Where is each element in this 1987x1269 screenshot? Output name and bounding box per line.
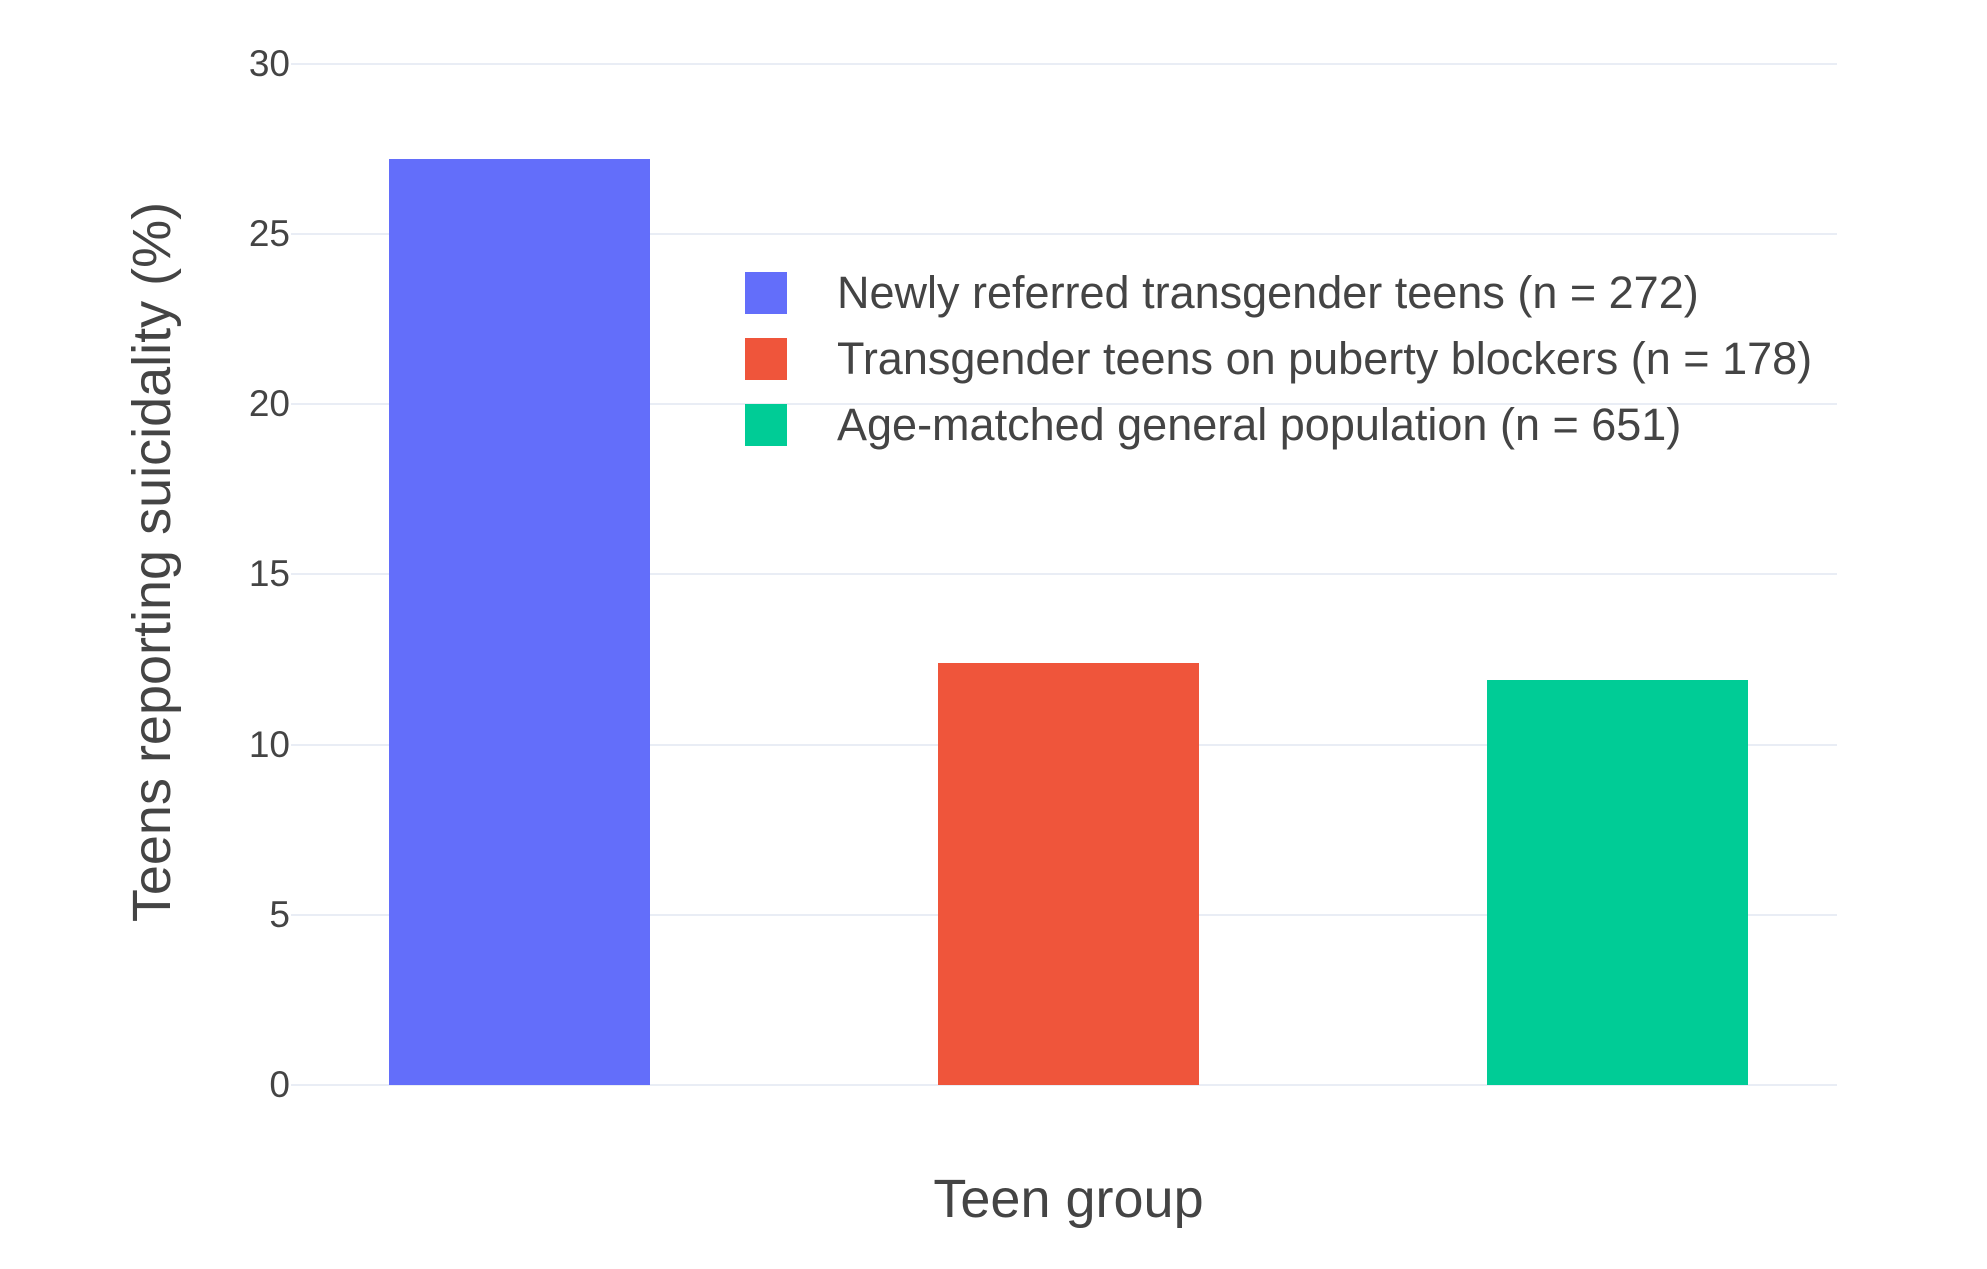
legend-item-2: Age-matched general population (n = 651) [745, 392, 1812, 458]
legend-label-2: Age-matched general population (n = 651) [837, 399, 1682, 450]
y-tick-label-15: 15 [248, 553, 290, 595]
legend-swatch-2 [745, 404, 787, 446]
y-tick-label-5: 5 [269, 893, 290, 935]
y-tick-label-25: 25 [248, 212, 290, 254]
bar-0 [389, 159, 650, 1085]
y-tick-label-30: 30 [248, 42, 290, 84]
gridline-y-15 [300, 573, 1837, 576]
y-axis-tick-labels: 0 5 10 15 20 25 30 [0, 40, 300, 1103]
legend: Newly referred transgender teens (n = 27… [745, 260, 1812, 458]
y-tick-mark-15 [291, 573, 300, 576]
y-tick-mark-25 [291, 233, 300, 236]
legend-label-0: Newly referred transgender teens (n = 27… [837, 267, 1699, 318]
legend-label-1: Transgender teens on puberty blockers (n… [837, 333, 1813, 384]
gridline-y-0 [300, 1084, 1837, 1086]
legend-swatch-1 [745, 338, 787, 380]
y-tick-mark-10 [291, 743, 300, 746]
y-tick-label-0: 0 [269, 1063, 290, 1105]
legend-item-0: Newly referred transgender teens (n = 27… [745, 260, 1812, 326]
legend-swatch-0 [745, 272, 787, 314]
y-tick-mark-0 [291, 1084, 300, 1086]
y-tick-mark-5 [291, 913, 300, 916]
y-tick-mark-20 [291, 403, 300, 406]
gridline-y-25 [300, 233, 1837, 236]
bar-2 [1487, 679, 1748, 1085]
bar-1 [938, 662, 1199, 1085]
y-tick-mark-30 [291, 62, 300, 65]
y-tick-label-10: 10 [248, 723, 290, 765]
plot-area [300, 40, 1837, 1086]
legend-item-1: Transgender teens on puberty blockers (n… [745, 326, 1812, 392]
gridline-y-30 [300, 62, 1837, 65]
x-axis-title: Teen group [933, 1169, 1204, 1229]
y-tick-label-20: 20 [248, 382, 290, 424]
gridline-y-20 [300, 403, 1837, 406]
